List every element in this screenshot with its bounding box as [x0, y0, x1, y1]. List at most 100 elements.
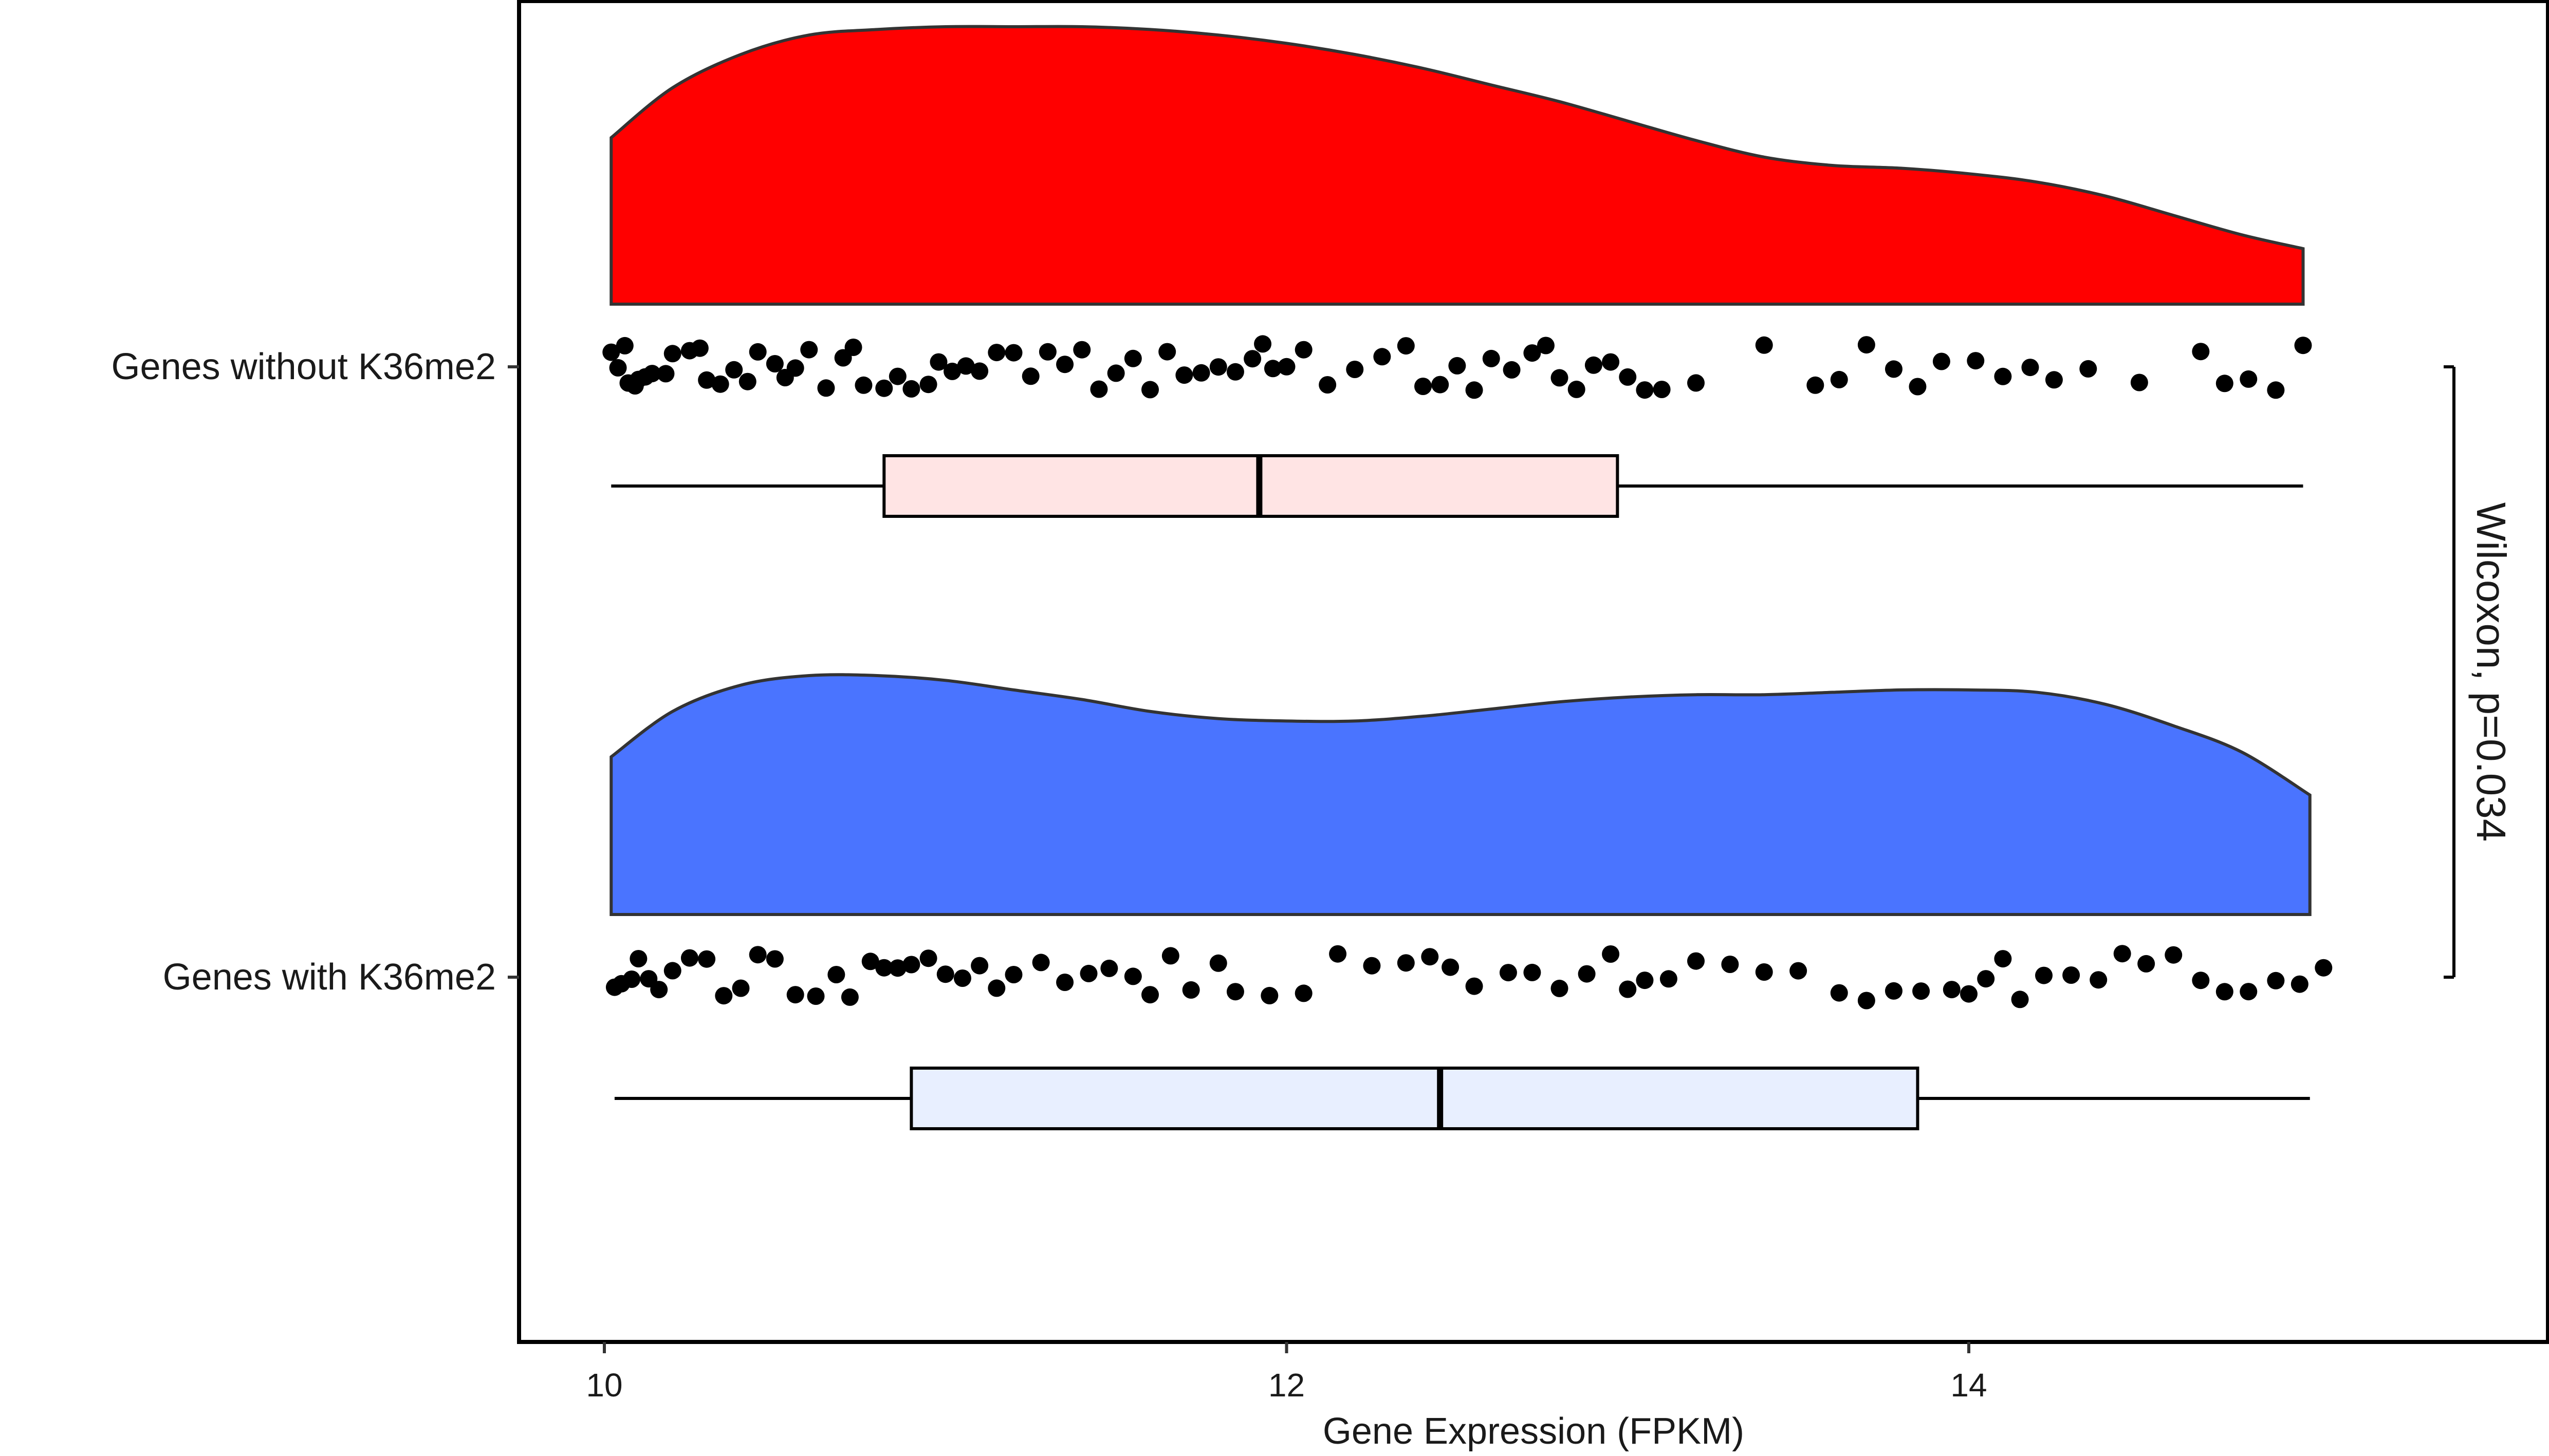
- point-1-6: [663, 962, 681, 980]
- point-0-32: [971, 362, 989, 380]
- point-1-7: [680, 949, 698, 967]
- point-0-39: [1090, 380, 1108, 398]
- point-1-56: [1789, 962, 1807, 980]
- group-0-label-wrap: Genes without K36me2: [112, 346, 519, 387]
- point-0-35: [1022, 367, 1040, 385]
- point-1-58: [1857, 992, 1875, 1010]
- point-1-33: [1161, 947, 1179, 965]
- points-1: [605, 945, 2333, 1010]
- wilcoxon-annotation: Wilcoxon, p=0.034: [2468, 502, 2514, 842]
- point-0-78: [1909, 378, 1927, 396]
- point-0-83: [2045, 371, 2063, 389]
- point-0-88: [2240, 370, 2258, 388]
- point-0-40: [1107, 364, 1125, 382]
- point-1-18: [875, 959, 893, 977]
- boxplot-0: [611, 454, 2303, 518]
- point-1-72: [2192, 972, 2210, 990]
- point-0-29: [930, 353, 948, 371]
- x-axis-title: Gene Expression (FPKM): [1323, 1411, 1744, 1452]
- point-0-49: [1254, 335, 1272, 353]
- point-1-31: [1124, 967, 1142, 985]
- wilcoxon-bracket: Wilcoxon, p=0.034: [2444, 365, 2514, 979]
- point-0-33: [988, 344, 1006, 362]
- point-1-35: [1209, 954, 1227, 972]
- group-1-label-wrap: Genes with K36me2: [163, 957, 519, 998]
- point-1-49: [1602, 945, 1620, 963]
- point-0-55: [1373, 348, 1391, 366]
- point-0-73: [1755, 336, 1773, 354]
- point-1-67: [2062, 966, 2080, 984]
- point-1-20: [902, 956, 920, 974]
- point-0-59: [1448, 357, 1466, 375]
- point-0-47: [1226, 363, 1244, 381]
- points-0: [602, 335, 2312, 399]
- point-0-89: [2267, 381, 2285, 399]
- point-1-15: [827, 966, 845, 983]
- point-0-34: [1005, 344, 1023, 362]
- boxplot-1: [614, 1067, 2310, 1130]
- point-1-73: [2215, 983, 2233, 1001]
- point-0-77: [1885, 360, 1902, 378]
- box-0: [882, 454, 1619, 518]
- point-1-14: [807, 987, 825, 1005]
- point-1-70: [2137, 955, 2155, 973]
- point-1-39: [1329, 945, 1347, 963]
- point-0-57: [1414, 378, 1432, 395]
- point-0-51: [1278, 358, 1296, 376]
- point-1-34: [1182, 981, 1200, 999]
- x-tick-label-1: 12: [1268, 1367, 1305, 1404]
- point-0-42: [1141, 381, 1159, 399]
- point-1-44: [1465, 977, 1483, 995]
- point-1-47: [1550, 979, 1568, 997]
- point-0-0: [602, 343, 620, 361]
- point-1-54: [1721, 956, 1739, 973]
- point-1-37: [1261, 986, 1279, 1004]
- point-0-65: [1550, 369, 1568, 387]
- point-0-15: [738, 372, 756, 390]
- point-0-27: [902, 380, 920, 398]
- point-0-54: [1346, 361, 1364, 378]
- point-0-74: [1806, 376, 1824, 394]
- point-1-36: [1226, 983, 1244, 1001]
- point-1-69: [2113, 945, 2131, 963]
- point-1-12: [766, 950, 784, 968]
- point-0-63: [1523, 344, 1541, 362]
- plot-panel-border: [517, 0, 2549, 1344]
- point-1-24: [971, 957, 989, 975]
- point-1-22: [936, 965, 954, 983]
- point-0-80: [1967, 352, 1985, 370]
- point-0-48: [1244, 350, 1262, 368]
- point-1-8: [698, 950, 716, 968]
- point-0-68: [1602, 353, 1620, 371]
- point-0-72: [1687, 374, 1705, 392]
- point-0-64: [1537, 337, 1555, 354]
- point-1-38: [1295, 984, 1313, 1002]
- point-1-50: [1619, 980, 1637, 998]
- point-0-52: [1295, 341, 1313, 359]
- point-1-63: [1977, 970, 1995, 988]
- point-0-58: [1431, 376, 1449, 394]
- density-cloud-1: [609, 673, 2312, 916]
- point-1-45: [1499, 964, 1517, 982]
- point-1-23: [953, 969, 971, 987]
- point-0-14: [725, 361, 743, 379]
- point-0-60: [1465, 381, 1483, 399]
- point-0-69: [1619, 368, 1637, 386]
- point-1-29: [1080, 964, 1098, 982]
- point-0-90: [2294, 337, 2312, 354]
- point-1-3: [630, 950, 648, 967]
- point-1-75: [2267, 972, 2285, 990]
- point-1-28: [1056, 974, 1074, 991]
- point-0-25: [875, 379, 893, 397]
- point-1-61: [1943, 981, 1961, 999]
- point-0-38: [1073, 341, 1091, 359]
- point-0-66: [1567, 380, 1585, 398]
- point-1-41: [1397, 954, 1415, 972]
- point-1-17: [861, 953, 879, 970]
- point-0-84: [2079, 360, 2097, 378]
- point-0-8: [657, 365, 675, 383]
- point-1-21: [919, 949, 937, 967]
- point-0-81: [1994, 367, 2012, 385]
- point-0-62: [1503, 361, 1521, 379]
- point-0-11: [691, 339, 709, 357]
